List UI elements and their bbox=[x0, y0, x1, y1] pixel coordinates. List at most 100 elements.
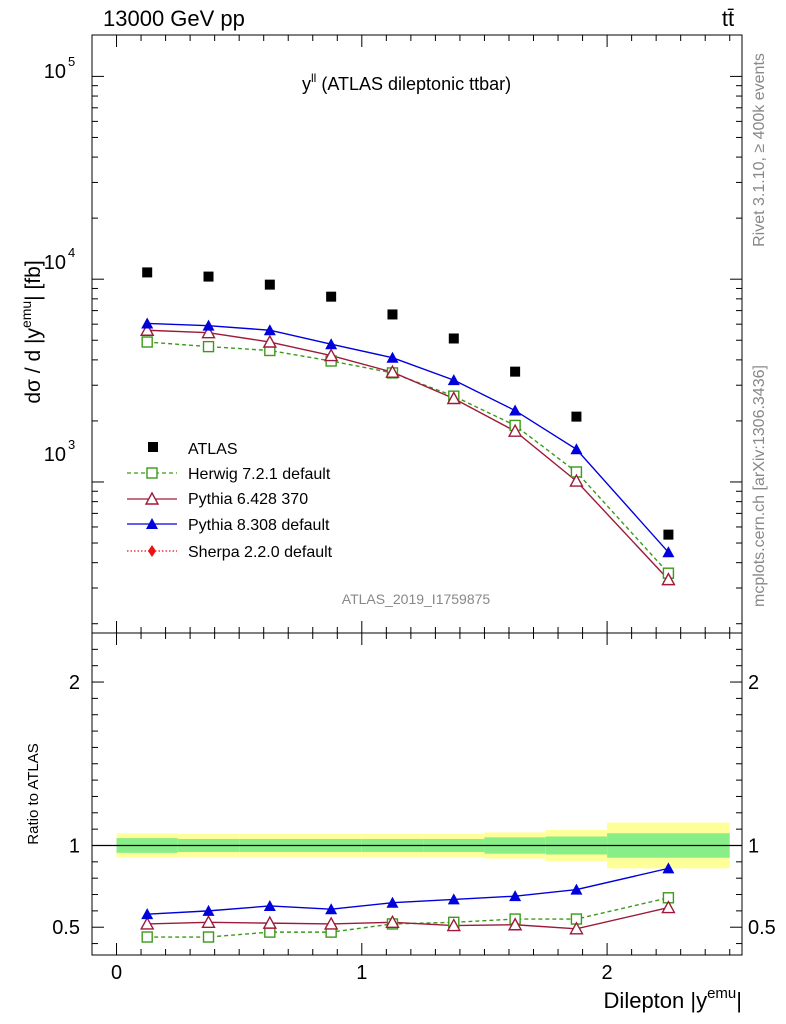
ratio-series bbox=[140, 862, 676, 943]
main-ytick-label-100000-exp: 5 bbox=[68, 54, 75, 69]
main-point-pythia-6-428-370 bbox=[201, 325, 216, 339]
xtick-label-1: 1 bbox=[356, 962, 367, 984]
legend-label-sherpa: Sherpa 2.2.0 default bbox=[188, 544, 333, 561]
main-point-pythia-6-428-370 bbox=[569, 473, 584, 487]
ratio-point-herwig-7-2-1-default bbox=[141, 931, 153, 943]
main-point-pythia-8-308-default bbox=[509, 404, 522, 416]
ratio-point-pythia-6-428-370 bbox=[507, 917, 523, 931]
ratio-panel: Ratio to ATLAS 0.5 1 2 0.5 1 2 0 1 2 Dil… bbox=[25, 632, 776, 1013]
main-point-atlas bbox=[142, 267, 153, 278]
ratio-ytick-label-1-left: 1 bbox=[69, 835, 80, 857]
main-point-pythia-6-428-370 bbox=[385, 364, 400, 378]
mcplots-label: mcplots.cern.ch [arXiv:1306.3436] bbox=[751, 365, 768, 607]
ratio-band bbox=[116, 822, 730, 869]
main-point-atlas bbox=[203, 271, 214, 282]
main-ytick-100000: 10 5 bbox=[44, 54, 75, 83]
ratio-point-pythia-8-308-default bbox=[386, 896, 399, 908]
main-point-pythia-6-428-370 bbox=[262, 334, 278, 348]
main-point-pythia-8-308-default bbox=[447, 374, 460, 386]
plot-title-main: y bbox=[302, 74, 311, 94]
main-point-herwig-7-2-1-default bbox=[202, 340, 215, 353]
ratio-point-pythia-8-308-default bbox=[141, 908, 154, 920]
plot-title: yll (ATLAS dileptonic ttbar) bbox=[302, 71, 511, 94]
main-ytick-label-100000-base: 10 bbox=[44, 61, 66, 83]
ratio-ticks bbox=[92, 633, 742, 955]
main-series bbox=[140, 267, 676, 586]
main-ytick-label-1000-base: 10 bbox=[44, 444, 66, 466]
main-point-pythia-6-428-370 bbox=[140, 322, 155, 336]
main-point-atlas bbox=[264, 279, 275, 290]
x-axis-label: Dilepton |yemu| bbox=[604, 985, 742, 1013]
ratio-point-pythia-6-428-370 bbox=[385, 914, 400, 929]
legend-label-atlas: ATLAS bbox=[188, 441, 238, 458]
ratio-point-pythia-8-308-default bbox=[202, 904, 215, 916]
main-ylabel-post: | [fb] bbox=[22, 260, 45, 300]
main-point-pythia-8-308-default bbox=[570, 443, 583, 455]
ratio-ytick-label-2-left: 2 bbox=[69, 672, 80, 694]
main-point-pythia-8-308-default bbox=[325, 338, 338, 350]
main-ytick-label-10000-base: 10 bbox=[44, 252, 66, 274]
ratio-point-pythia-8-308-default bbox=[447, 893, 460, 905]
legend-marker-pythia6 bbox=[144, 491, 160, 505]
analysis-watermark: ATLAS_2019_I1759875 bbox=[342, 591, 491, 607]
main-point-pythia-8-308-default bbox=[141, 317, 154, 329]
ratio-point-pythia-8-308-default bbox=[263, 899, 276, 911]
main-point-pythia-6-428-370 bbox=[323, 348, 339, 362]
x-axis-label-sup: emu bbox=[707, 985, 736, 1002]
legend-entry-pythia8: Pythia 8.308 default bbox=[127, 517, 330, 534]
plot-title-sup: ll bbox=[311, 71, 316, 85]
xtick-label-0: 0 bbox=[111, 962, 122, 984]
ratio-point-pythia-8-308-default bbox=[570, 883, 583, 895]
main-ylabel: dσ / d |yemu| [fb] bbox=[18, 260, 45, 403]
process-label: tt̄ bbox=[722, 6, 734, 31]
main-point-pythia-6-428-370 bbox=[446, 391, 461, 405]
main-point-atlas bbox=[387, 309, 398, 320]
legend-entry-atlas: ATLAS bbox=[148, 441, 238, 458]
legend-label-pythia6: Pythia 6.428 370 bbox=[188, 491, 308, 508]
ratio-point-herwig-7-2-1-default bbox=[202, 931, 215, 943]
ratio-ytick-label-2-right: 2 bbox=[748, 672, 759, 694]
x-axis-label-pre: Dilepton |y bbox=[604, 988, 708, 1013]
legend-marker-sherpa bbox=[148, 545, 156, 557]
ratio-point-pythia-6-428-370 bbox=[569, 921, 584, 935]
main-panel: yll (ATLAS dileptonic ttbar) dσ / d |yem… bbox=[18, 34, 743, 634]
main-ticks bbox=[92, 35, 742, 633]
main-point-atlas bbox=[326, 291, 337, 302]
ratio-point-pythia-6-428-370 bbox=[201, 914, 216, 929]
legend-entry-pythia6: Pythia 6.428 370 bbox=[127, 491, 308, 508]
ratio-point-pythia-6-428-370 bbox=[140, 916, 155, 930]
main-point-pythia-8-308-default bbox=[263, 324, 276, 336]
legend-marker-atlas bbox=[148, 442, 158, 452]
main-ylabel-pre: dσ / d |y bbox=[22, 328, 45, 404]
ratio-line-herwig-7-2-1-default bbox=[147, 897, 669, 938]
ratio-line-pythia-8-308-default bbox=[147, 867, 669, 915]
ratio-point-pythia-6-428-370 bbox=[661, 900, 676, 914]
rivet-label: Rivet 3.1.10, ≥ 400k events bbox=[751, 53, 768, 247]
main-point-herwig-7-2-1-default bbox=[141, 336, 153, 348]
ratio-point-pythia-8-308-default bbox=[509, 890, 522, 902]
legend-entry-sherpa: Sherpa 2.2.0 default bbox=[127, 544, 333, 561]
main-ytick-10000: 10 4 bbox=[44, 245, 75, 274]
main-ytick-label-1000-exp: 3 bbox=[68, 437, 75, 452]
ratio-point-pythia-6-428-370 bbox=[323, 916, 339, 930]
energy-label: 13000 GeV pp bbox=[103, 6, 245, 31]
main-ytick-1000: 10 3 bbox=[44, 437, 75, 466]
main-point-atlas bbox=[663, 529, 674, 540]
main-point-pythia-8-308-default bbox=[386, 351, 399, 363]
x-axis-label-post: | bbox=[736, 988, 742, 1013]
legend-entry-herwig: Herwig 7.2.1 default bbox=[127, 466, 331, 483]
ratio-line-pythia-6-428-370 bbox=[147, 906, 669, 930]
plot-title-rest: (ATLAS dileptonic ttbar) bbox=[316, 74, 511, 94]
ratio-ytick-label-1-right: 1 bbox=[748, 835, 759, 857]
main-point-atlas bbox=[510, 366, 521, 377]
main-point-atlas bbox=[448, 333, 459, 344]
ratio-point-pythia-6-428-370 bbox=[262, 915, 278, 929]
ratio-point-pythia-6-428-370 bbox=[446, 918, 461, 932]
legend: ATLAS Herwig 7.2.1 default Pythia 6.428 … bbox=[127, 441, 333, 561]
ratio-ytick-label-0.5-right: 0.5 bbox=[748, 917, 776, 939]
main-point-pythia-8-308-default bbox=[662, 546, 675, 558]
main-point-pythia-6-428-370 bbox=[507, 423, 523, 437]
legend-label-pythia8: Pythia 8.308 default bbox=[188, 517, 330, 534]
main-point-pythia-6-428-370 bbox=[661, 572, 676, 586]
